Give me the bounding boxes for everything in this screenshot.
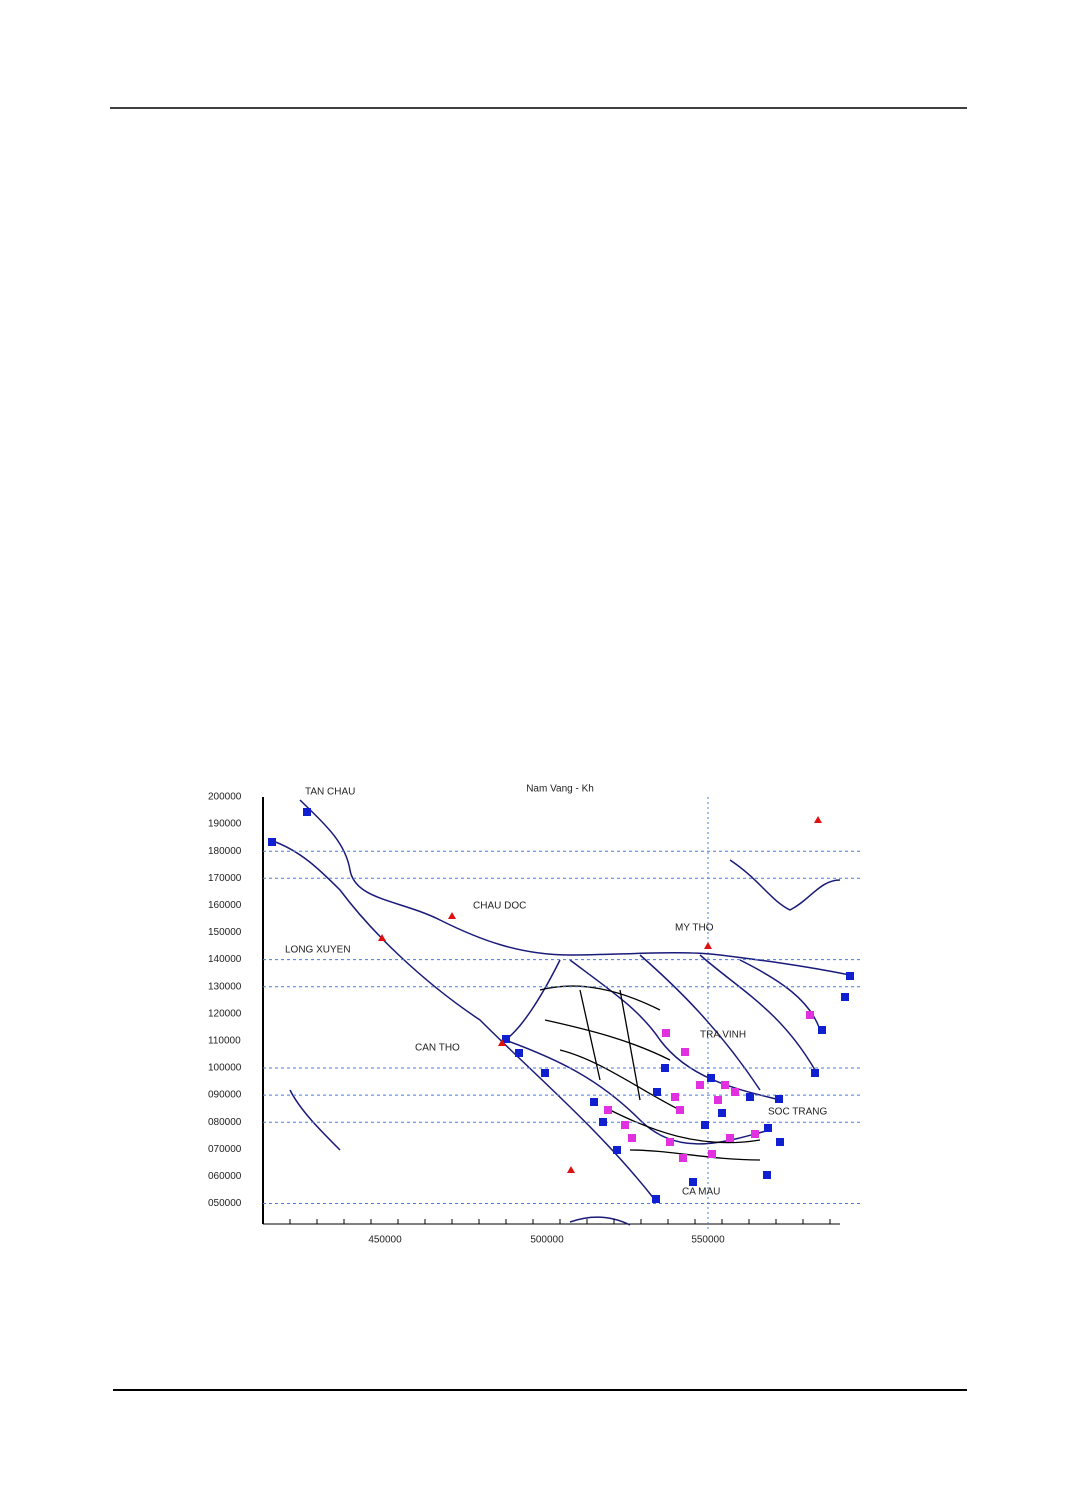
place-label: TRA VINH <box>700 1030 746 1041</box>
y-label: 070000 <box>208 1144 242 1155</box>
y-label: 170000 <box>208 873 242 884</box>
place-label: TAN CHAU <box>305 787 355 798</box>
station-blue <box>268 838 276 846</box>
y-label: 050000 <box>208 1198 242 1209</box>
station-red <box>378 934 386 941</box>
station-pink <box>721 1081 729 1089</box>
station-pink <box>679 1154 687 1162</box>
x-label: 500000 <box>530 1235 564 1246</box>
station-pink <box>696 1081 704 1089</box>
station-pink <box>604 1106 612 1114</box>
place-label: CAN THO <box>415 1043 460 1054</box>
station-pink <box>628 1134 636 1142</box>
station-blue <box>811 1069 819 1077</box>
station-blue <box>841 993 849 1001</box>
station-blue <box>818 1026 826 1034</box>
station-blue <box>763 1171 771 1179</box>
station-blue <box>775 1095 783 1103</box>
station-pink <box>726 1134 734 1142</box>
station-blue <box>613 1146 621 1154</box>
station-blue <box>746 1093 754 1101</box>
station-blue <box>599 1118 607 1126</box>
station-pink <box>662 1029 670 1037</box>
station-pink <box>708 1150 716 1158</box>
x-label: 450000 <box>368 1235 402 1246</box>
station-pink <box>666 1138 674 1146</box>
map-title: Nam Vang - Kh <box>526 784 594 795</box>
y-label: 100000 <box>208 1063 242 1074</box>
y-label: 140000 <box>208 954 242 965</box>
station-red <box>814 816 822 823</box>
place-label: LONG XUYEN <box>285 945 351 956</box>
station-pink <box>681 1048 689 1056</box>
place-label: CA MAU <box>682 1187 720 1198</box>
station-red <box>704 942 712 949</box>
station-pink <box>671 1093 679 1101</box>
station-pink <box>751 1130 759 1138</box>
y-label: 200000 <box>208 792 242 803</box>
station-blue <box>652 1195 660 1203</box>
station-blue <box>689 1178 697 1186</box>
y-label: 150000 <box>208 927 242 938</box>
station-blue <box>590 1098 598 1106</box>
y-label: 090000 <box>208 1090 242 1101</box>
station-blue <box>718 1109 726 1117</box>
station-pink <box>676 1106 684 1114</box>
station-blue <box>764 1124 772 1132</box>
station-red <box>448 912 456 919</box>
x-label: 550000 <box>691 1235 725 1246</box>
station-blue <box>303 808 311 816</box>
canal-network <box>539 985 761 1161</box>
y-label: 080000 <box>208 1117 242 1128</box>
station-red <box>498 1039 506 1046</box>
y-label: 190000 <box>208 819 242 830</box>
y-label: 110000 <box>208 1036 241 1047</box>
station-blue <box>846 972 854 980</box>
station-blue <box>502 1035 510 1043</box>
y-label: 120000 <box>208 1008 242 1019</box>
station-pink <box>621 1121 629 1129</box>
station-blue <box>661 1064 669 1072</box>
station-blue <box>653 1088 661 1096</box>
station-red <box>567 1166 575 1173</box>
river-network <box>269 799 851 1226</box>
station-blue <box>701 1121 709 1129</box>
station-blue <box>515 1049 523 1057</box>
station-blue <box>707 1074 715 1082</box>
station-pink <box>731 1088 739 1096</box>
map-figure: Nam Vang - Kh <box>262 784 851 1232</box>
station-pink <box>806 1011 814 1019</box>
y-label: 160000 <box>208 900 242 911</box>
station-pink <box>714 1096 722 1104</box>
station-blue <box>776 1138 784 1146</box>
place-label: SOC TRANG <box>768 1107 827 1118</box>
station-blue <box>541 1069 549 1077</box>
y-label: 060000 <box>208 1171 242 1182</box>
y-label: 130000 <box>208 981 242 992</box>
place-label: MY THO <box>675 923 714 934</box>
y-label: 180000 <box>208 846 242 857</box>
place-label: CHAU DOC <box>473 901 526 912</box>
